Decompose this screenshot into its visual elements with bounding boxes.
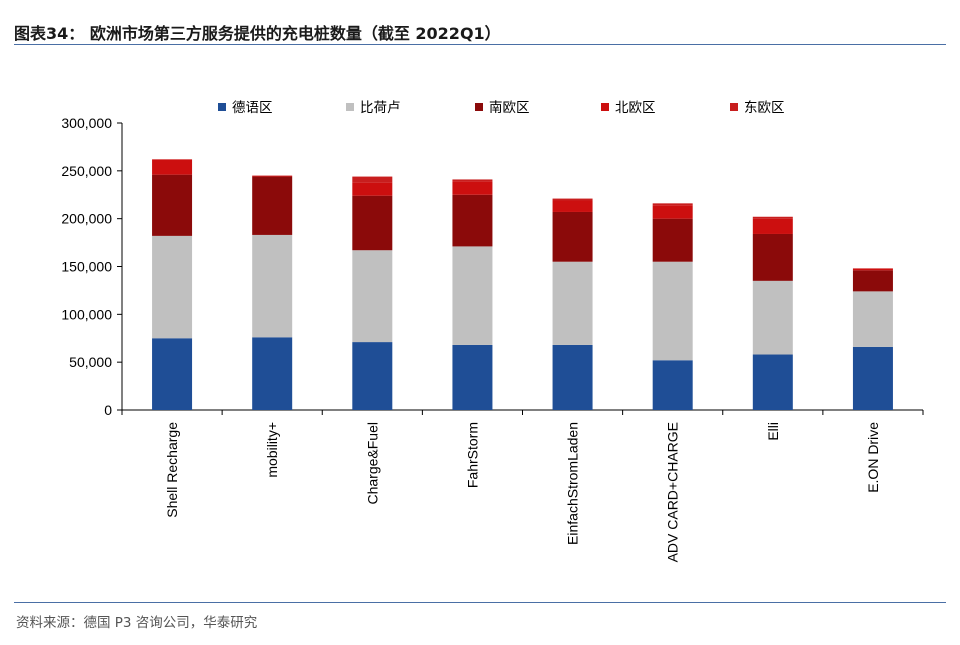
legend-label: 南欧区 (489, 100, 530, 116)
bar-segment-3 (352, 195, 393, 251)
bar-segment-4 (352, 182, 393, 196)
legend-swatch (601, 103, 609, 111)
x-tick-label: mobility+ (264, 422, 280, 478)
x-tick-label: ADV CARD+CHARGE (665, 422, 681, 562)
bar-segment-4 (452, 181, 493, 195)
bar-segment-2 (852, 291, 893, 347)
legend-label: 东欧区 (744, 100, 785, 116)
bar-segment-2 (152, 235, 193, 339)
bar-segment-4 (652, 205, 693, 219)
legend-label: 北欧区 (615, 100, 656, 116)
legend-label: 德语区 (232, 100, 273, 116)
y-tick-label: 200,000 (61, 211, 112, 227)
bar-segment-4 (552, 200, 593, 212)
bar-segment-2 (452, 246, 493, 345)
title-rule (14, 44, 946, 45)
bar-segment-3 (552, 211, 593, 262)
bar-segment-5 (752, 216, 793, 219)
x-axis-labels: Shell Recharge mobility+ Charge&Fuel FahrSt… (164, 422, 881, 563)
bar-segment-4 (852, 268, 893, 271)
bar-segment-2 (652, 261, 693, 361)
bar-segment-1 (452, 344, 493, 410)
x-tick-label: FahrStorm (464, 422, 480, 488)
bar-segment-4 (152, 159, 193, 175)
bar-segment-5 (552, 198, 593, 201)
legend-swatch (218, 103, 226, 111)
bar-segment-3 (752, 233, 793, 281)
y-tick-label: 300,000 (61, 115, 112, 131)
y-tick-label: 50,000 (69, 354, 112, 370)
bar-segment-2 (352, 250, 393, 343)
y-tick-label: 100,000 (61, 306, 112, 322)
source-rule (14, 602, 946, 603)
legend: 德语区 比荷卢 南欧区 北欧区 东欧区 (218, 100, 785, 116)
legend-swatch (475, 103, 483, 111)
y-tick-label: 250,000 (61, 163, 112, 179)
y-tick-label: 150,000 (61, 259, 112, 275)
x-tick-label: EinfachStromLaden (565, 422, 581, 545)
figure-title: 图表34： 欧洲市场第三方服务提供的充电桩数量（截至 2022Q1） (14, 24, 501, 43)
bar-segment-1 (352, 342, 393, 410)
bar-segment-1 (252, 337, 293, 410)
bar-segment-1 (552, 344, 593, 410)
source-note: 资料来源：德国 P3 咨询公司，华泰研究 (16, 615, 258, 631)
bar-segment-2 (552, 261, 593, 345)
bar-segment-5 (352, 176, 393, 183)
bar-segment-5 (652, 203, 693, 206)
bar-segment-2 (752, 280, 793, 355)
legend-swatch (730, 103, 738, 111)
bar-segment-1 (652, 360, 693, 410)
bar-segment-3 (152, 174, 193, 236)
bar-segment-4 (252, 175, 293, 177)
bar-segment-3 (852, 270, 893, 292)
x-tick-label: Shell Recharge (164, 422, 180, 518)
x-tick-label: Charge&Fuel (364, 422, 380, 505)
bar-segment-3 (252, 176, 293, 235)
bar-segment-3 (652, 218, 693, 262)
stacked-bar-chart: 德语区 比荷卢 南欧区 北欧区 东欧区 0 50,000 100,000 150,000 200… (61, 100, 924, 563)
bar-segment-3 (452, 194, 493, 247)
x-tick-label: Elli (765, 422, 781, 441)
y-tick-label: 0 (104, 402, 112, 418)
bar-segment-4 (752, 218, 793, 234)
x-tick-label: E.ON Drive (865, 422, 881, 493)
bar-segment-1 (852, 346, 893, 410)
bar-segment-5 (452, 179, 493, 182)
bars (152, 159, 893, 410)
bar-segment-1 (752, 354, 793, 410)
bar-segment-1 (152, 338, 193, 410)
legend-label: 比荷卢 (360, 100, 401, 116)
bar-segment-2 (252, 234, 293, 338)
legend-swatch (346, 103, 354, 111)
